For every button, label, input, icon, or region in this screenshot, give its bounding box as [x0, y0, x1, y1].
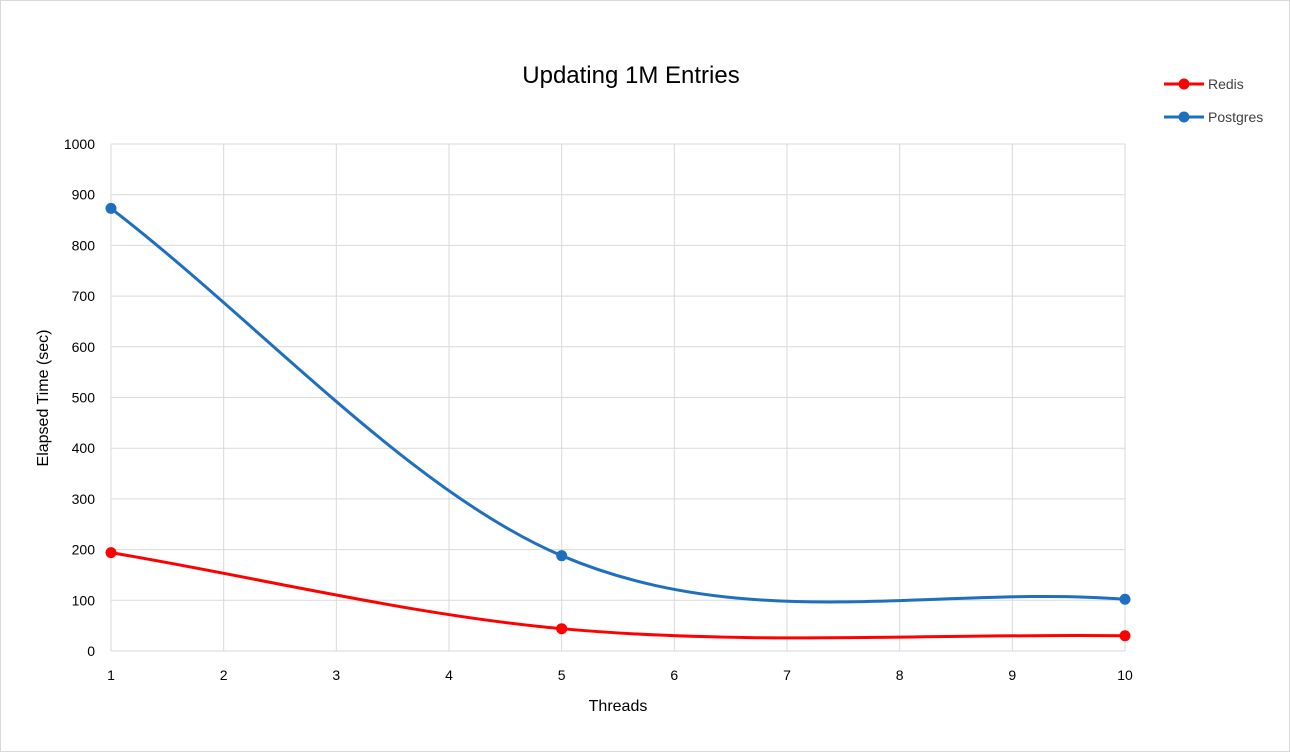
chart-title: Updating 1M Entries	[522, 62, 739, 89]
series-line-postgres	[110, 207, 1126, 604]
y-axis-ticks: 0 100 200 300 400 500 600 700 800 900 1000	[64, 136, 95, 659]
series-lines	[105, 202, 1131, 642]
y-tick-label: 900	[72, 187, 96, 203]
data-point-postgres	[556, 550, 568, 562]
data-point-postgres	[1119, 593, 1131, 605]
legend: Redis Postgres	[1164, 76, 1263, 125]
x-tick-label: 3	[332, 667, 340, 683]
data-point-redis	[1119, 630, 1131, 642]
legend-label-redis: Redis	[1208, 76, 1244, 92]
data-point-redis	[105, 547, 117, 559]
series-line-redis	[110, 551, 1126, 640]
legend-label-postgres: Postgres	[1208, 109, 1263, 125]
y-tick-label: 800	[72, 237, 96, 253]
x-axis-label: Threads	[589, 698, 648, 715]
y-tick-label: 500	[72, 390, 96, 406]
y-tick-label: 400	[72, 440, 96, 456]
data-point-postgres	[105, 202, 117, 214]
data-point-redis	[556, 623, 568, 635]
x-tick-label: 4	[445, 667, 453, 683]
y-tick-label: 100	[72, 592, 96, 608]
y-tick-label: 0	[87, 643, 95, 659]
legend-marker-redis	[1178, 78, 1190, 90]
legend-marker-postgres	[1178, 111, 1190, 123]
y-tick-label: 300	[72, 491, 96, 507]
x-tick-label: 10	[1117, 667, 1133, 683]
y-tick-label: 200	[72, 542, 96, 558]
y-tick-label: 600	[72, 339, 96, 355]
y-axis-label: Elapsed Time (sec)	[35, 330, 52, 467]
x-tick-label: 8	[896, 667, 904, 683]
grid-lines	[110, 143, 1126, 652]
y-tick-label: 1000	[64, 136, 95, 152]
y-tick-label: 700	[72, 288, 96, 304]
x-tick-label: 1	[107, 667, 115, 683]
x-tick-label: 6	[670, 667, 678, 683]
x-tick-label: 2	[220, 667, 228, 683]
x-tick-label: 7	[783, 667, 791, 683]
x-axis-ticks: 1 2 3 4 5 6 7 8 9 10	[107, 667, 1133, 683]
x-tick-label: 5	[558, 667, 566, 683]
x-tick-label: 9	[1008, 667, 1016, 683]
